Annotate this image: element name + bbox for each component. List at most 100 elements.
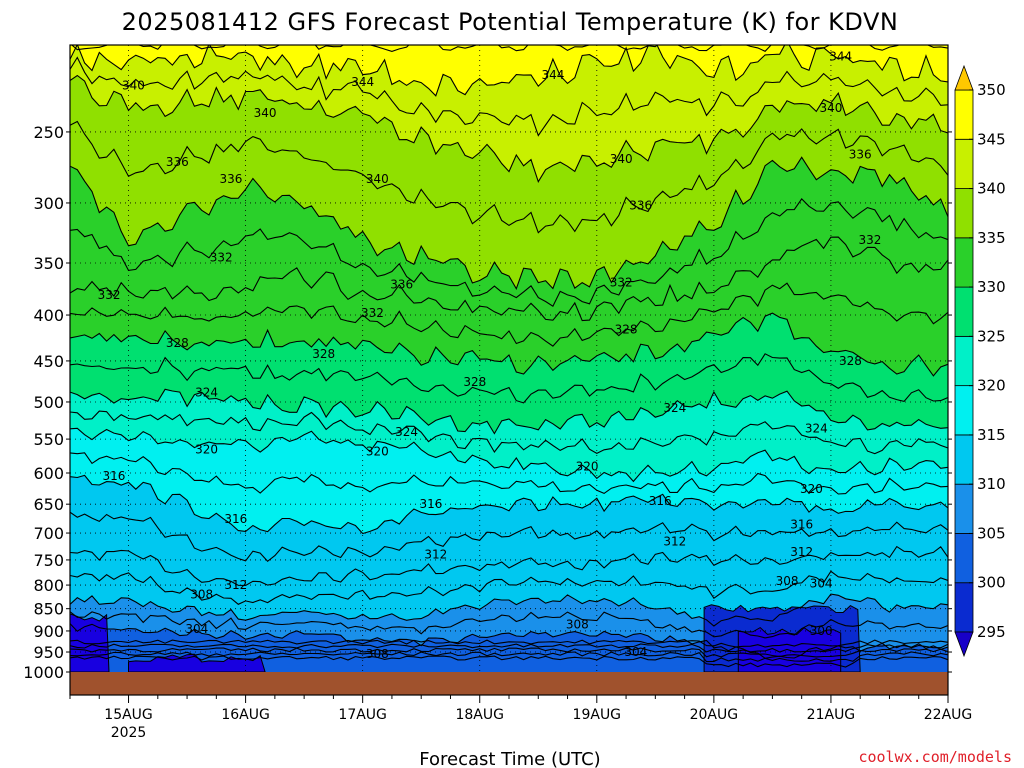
colorbar-label: 325 xyxy=(977,327,1006,345)
contour-label: 316 xyxy=(102,469,125,483)
theta-band xyxy=(70,475,948,586)
contour-label: 316 xyxy=(790,518,813,532)
isentrope-310 xyxy=(70,570,948,605)
contour-label: 304 xyxy=(810,577,833,591)
contour-label: 340 xyxy=(254,106,277,120)
surface-contour xyxy=(70,643,948,653)
colorbar-over-arrow xyxy=(954,64,974,91)
contour-label: 312 xyxy=(790,545,813,559)
isentrope-304 xyxy=(70,623,948,659)
contour-label: 320 xyxy=(800,482,823,496)
x-year-label: 2025 xyxy=(111,725,147,741)
contour-label: 304 xyxy=(185,622,208,636)
y-tick-label: 250 xyxy=(33,123,64,142)
surface-contour xyxy=(70,639,948,648)
plot-area: 340 344 344 344 340 340 336 336 340 340 336 336 332 3… xyxy=(70,45,948,695)
isentrope-316 xyxy=(70,474,948,535)
isentrope-320 xyxy=(70,427,948,483)
x-tick-label: 20AUG xyxy=(690,707,739,723)
contour-label: 332 xyxy=(610,276,633,290)
isentrope-348 xyxy=(71,45,948,52)
contour-label: 308 xyxy=(366,647,389,661)
surface-contour xyxy=(70,651,948,663)
contour-label: 308 xyxy=(776,574,799,588)
isentrope-338 xyxy=(70,120,948,234)
contour-label: 308 xyxy=(566,617,589,631)
y-tick-label: 950 xyxy=(33,643,64,662)
colorbar-label: 345 xyxy=(977,130,1006,148)
x-tick-label: 15AUG xyxy=(104,707,153,723)
isentrope-342 xyxy=(70,56,948,137)
contour-label: 344 xyxy=(541,68,564,82)
y-tick-label: 400 xyxy=(33,306,64,325)
plot-content: 340 344 344 344 340 340 336 336 340 340 336 336 332 3… xyxy=(70,45,948,677)
isentrope-306 xyxy=(70,611,948,639)
y-tick-label: 600 xyxy=(33,464,64,483)
ground xyxy=(70,672,948,695)
contour-label: 316 xyxy=(224,512,247,526)
contour-label: 320 xyxy=(195,443,218,457)
theta-band xyxy=(70,45,948,182)
contour-label: 328 xyxy=(615,322,638,336)
x-tick-label: 17AUG xyxy=(338,707,387,723)
y-tick-label: 900 xyxy=(33,622,64,641)
colorbar-label: 310 xyxy=(977,475,1006,493)
y-tick-label: 800 xyxy=(33,576,64,595)
theta-band xyxy=(70,157,948,321)
colorbar-segment xyxy=(954,335,974,387)
colorbar-label: 315 xyxy=(977,426,1006,444)
isentrope-334 xyxy=(70,198,948,307)
colorbar-segment xyxy=(954,385,974,436)
theta-band xyxy=(70,546,948,626)
colorbar-segment xyxy=(954,89,974,140)
y-tick-label: 550 xyxy=(33,430,64,449)
x-tick-label: 21AUG xyxy=(807,707,856,723)
y-tick-label: 350 xyxy=(33,254,64,273)
contour-label: 336 xyxy=(629,199,652,213)
y-tick-label: 750 xyxy=(33,551,64,570)
isentrope-328 xyxy=(70,312,948,377)
axes: 250 300 350 400 450 500 550 600 650 700 750 800 850 9… xyxy=(23,44,973,741)
contour-label: 332 xyxy=(859,233,882,247)
credit-link[interactable]: coolwx.com/models xyxy=(858,748,1012,766)
y-tick-label: 500 xyxy=(33,393,64,412)
colorbar-label: 305 xyxy=(977,524,1006,542)
isentrope-322 xyxy=(70,410,948,455)
isentrope-340 xyxy=(70,74,948,184)
contour-label: 324 xyxy=(805,421,828,435)
contour-label: 336 xyxy=(220,172,243,186)
theta-band xyxy=(70,237,948,376)
contour-label: 300 xyxy=(810,624,833,638)
contour-label: 316 xyxy=(649,494,672,508)
contour-label: 312 xyxy=(424,548,447,562)
isentrope-326 xyxy=(70,353,948,404)
x-tick-label: 22AUG xyxy=(924,707,973,723)
contour-label: 336 xyxy=(166,155,189,169)
isentrope-336 xyxy=(70,156,948,291)
colorbar-segment xyxy=(954,286,974,337)
x-tick-label: 18AUG xyxy=(455,707,504,723)
contour-label: 328 xyxy=(463,375,486,389)
y-tick-label: 700 xyxy=(33,524,64,543)
colorbar-label: 350 xyxy=(977,81,1006,99)
isentrope-312 xyxy=(70,545,948,587)
y-tick-label: 300 xyxy=(33,194,64,213)
contour-label: 308 xyxy=(190,588,213,602)
colorbar-segment xyxy=(954,582,974,633)
colorbar-label: 330 xyxy=(977,278,1006,296)
contour-label: 324 xyxy=(395,425,418,439)
isentrope-314 xyxy=(70,511,948,563)
chart-title: 2025081412 GFS Forecast Potential Temper… xyxy=(122,8,899,36)
contour-label: 340 xyxy=(366,172,389,186)
colorbar-segment xyxy=(954,483,974,534)
surface-contour xyxy=(70,647,948,658)
colorbar: 295 300 305 310 315 320 325 330 335 340 345 350 xyxy=(954,64,1006,658)
contour-label: 340 xyxy=(819,101,842,115)
isentrope-308 xyxy=(70,593,948,627)
x-tick-label: 19AUG xyxy=(573,707,622,723)
contour-label: 320 xyxy=(576,459,599,473)
contour-label: 312 xyxy=(663,534,686,548)
contour-label: 344 xyxy=(351,75,374,89)
colorbar-segment xyxy=(954,434,974,485)
